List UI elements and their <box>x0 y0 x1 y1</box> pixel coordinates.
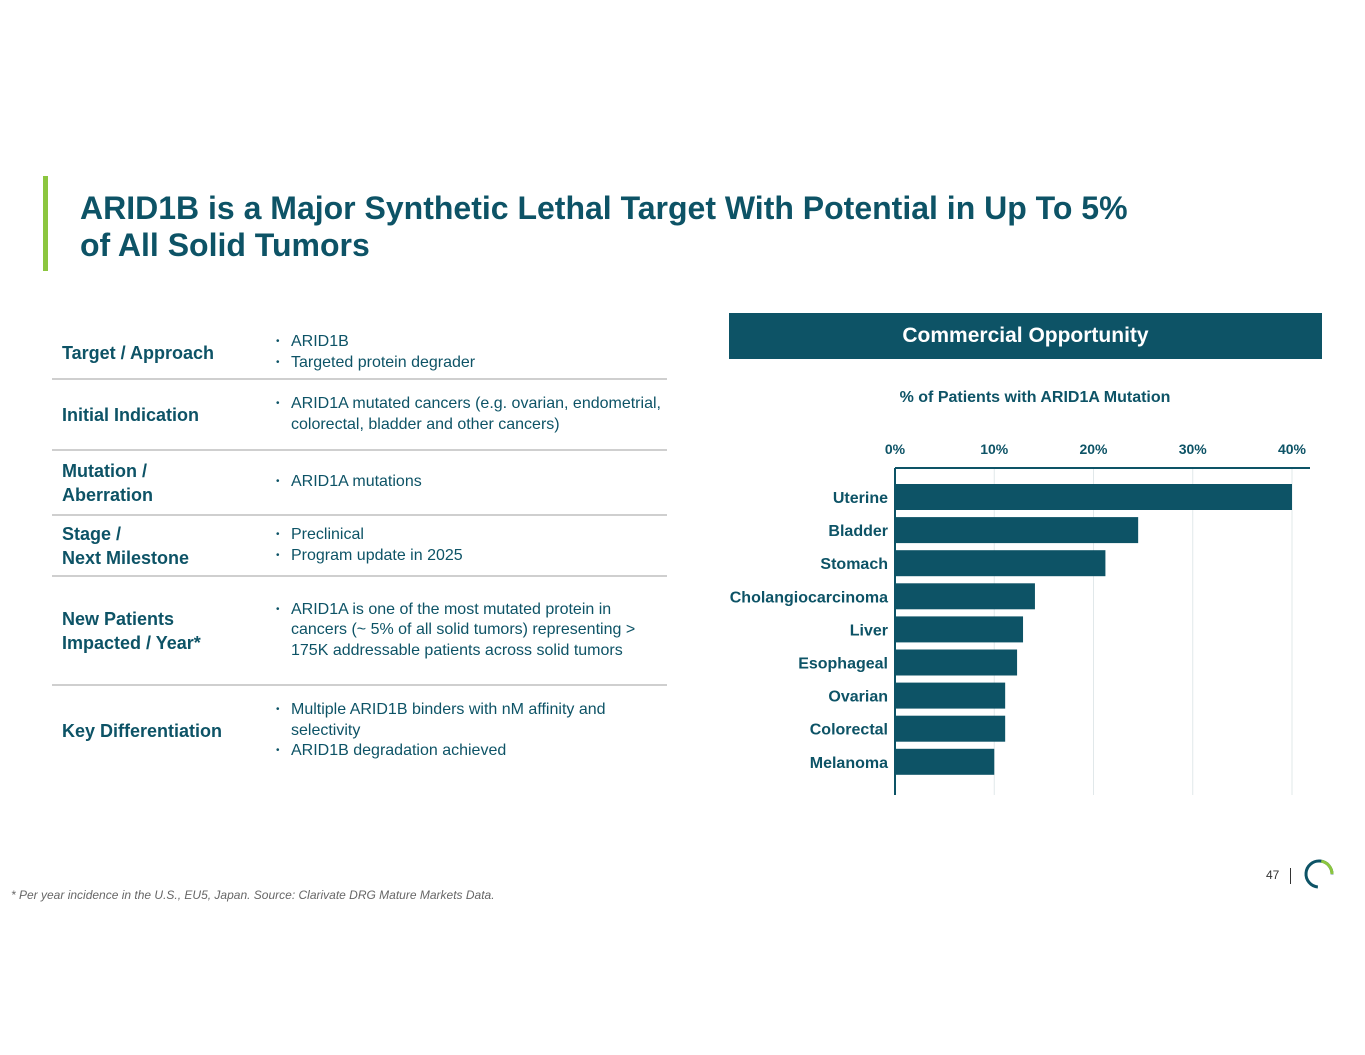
table-row: Stage / Next Milestone PreclinicalProgram … <box>52 516 667 577</box>
bullet-item: ARID1A mutations <box>267 472 662 493</box>
table-row: Initial Indication ARID1A mutated cancers… <box>52 380 667 451</box>
x-tick-label: 20% <box>1079 441 1108 457</box>
bullet-item: Program update in 2025 <box>267 546 662 567</box>
bullet-list: ARID1A mutations <box>267 472 662 493</box>
bullet-item: ARID1B degradation achieved <box>267 741 662 762</box>
slide-title-line-1: ARID1B is a Major Synthetic Lethal Targe… <box>80 190 1128 226</box>
row-label-line: Stage / <box>62 523 122 544</box>
commercial-opportunity-header: Commercial Opportunity <box>729 313 1322 359</box>
bullet-list: ARID1A mutated cancers (e.g. ovarian, en… <box>267 394 662 435</box>
row-label: Mutation / Aberration <box>52 459 267 507</box>
bullet-item: Preclinical <box>267 525 662 546</box>
x-tick-label: 10% <box>980 441 1009 457</box>
row-label-line: Mutation / <box>62 460 147 481</box>
bullet-item: Multiple ARID1B binders with nM affinity… <box>267 700 662 741</box>
row-label: New Patients Impacted / Year* <box>52 607 267 655</box>
row-label-line: Key Differentiation <box>62 721 223 741</box>
row-label: Key Differentiation <box>52 719 267 743</box>
table-row: Target / Approach ARID1BTargeted protein … <box>52 327 667 380</box>
bar <box>895 484 1292 510</box>
page-number: 47 <box>1266 868 1280 882</box>
bullet-list: ARID1A is one of the most mutated protei… <box>267 600 662 662</box>
row-label: Initial Indication <box>52 403 267 427</box>
category-label: Ovarian <box>828 689 888 706</box>
row-label: Stage / Next Milestone <box>52 522 267 570</box>
category-label: Cholangiocarcinoma <box>730 589 888 606</box>
row-label-line: Impacted / Year* <box>62 632 201 653</box>
bar <box>895 517 1139 544</box>
bar <box>895 682 1006 709</box>
bullet-list: ARID1BTargeted protein degrader <box>267 332 662 373</box>
row-label-line: Aberration <box>62 484 154 505</box>
arid1a-mutation-bar-chart: % of Patients with ARID1A Mutation 0% 10% 2… <box>730 389 1310 795</box>
category-label: Liver <box>850 622 888 639</box>
bar <box>895 748 995 775</box>
program-info-table: Target / Approach ARID1BTargeted protein … <box>52 327 667 776</box>
bullet-list: Multiple ARID1B binders with nM affinity… <box>267 700 662 762</box>
bullet-item: ARID1A is one of the most mutated protei… <box>267 600 662 662</box>
bullet-item: ARID1A mutated cancers (e.g. ovarian, en… <box>267 394 662 435</box>
category-label: Stomach <box>820 556 888 573</box>
slide-title: ARID1B is a Major Synthetic Lethal Targe… <box>80 190 1280 264</box>
slide-title-line-2: of All Solid Tumors <box>80 227 370 263</box>
bullet-item: Targeted protein degrader <box>267 353 662 374</box>
title-accent-bar <box>43 176 48 271</box>
row-label-line: Next Milestone <box>62 547 190 568</box>
page-divider <box>1290 868 1291 884</box>
row-label-line: Initial Indication <box>62 404 200 425</box>
category-label: Melanoma <box>810 755 888 772</box>
category-label: Bladder <box>828 523 888 540</box>
bar <box>895 715 1006 742</box>
chart-title: % of Patients with ARID1A Mutation <box>900 389 1171 406</box>
row-label-line: New Patients <box>62 608 175 629</box>
row-label: Target / Approach <box>52 341 267 365</box>
x-tick-label: 30% <box>1179 441 1208 457</box>
company-logo-icon <box>1304 859 1334 889</box>
table-row: Mutation / Aberration ARID1A mutations <box>52 451 667 516</box>
x-tick-label: 40% <box>1278 441 1307 457</box>
category-label: Uterine <box>833 490 888 507</box>
bar <box>895 550 1106 577</box>
bullet-item: ARID1B <box>267 332 662 353</box>
bar <box>895 649 1018 676</box>
table-row: New Patients Impacted / Year* ARID1A is on… <box>52 577 667 686</box>
footnote: * Per year incidence in the U.S., EU5, J… <box>11 888 495 902</box>
x-tick-label: 0% <box>885 441 906 457</box>
category-label: Esophageal <box>798 656 888 673</box>
table-row: Key Differentiation Multiple ARID1B binde… <box>52 686 667 776</box>
bar <box>895 616 1024 643</box>
bullet-list: PreclinicalProgram update in 2025 <box>267 525 662 566</box>
category-label: Colorectal <box>810 722 888 739</box>
bar <box>895 583 1035 610</box>
row-label-line: Target / Approach <box>62 342 215 363</box>
